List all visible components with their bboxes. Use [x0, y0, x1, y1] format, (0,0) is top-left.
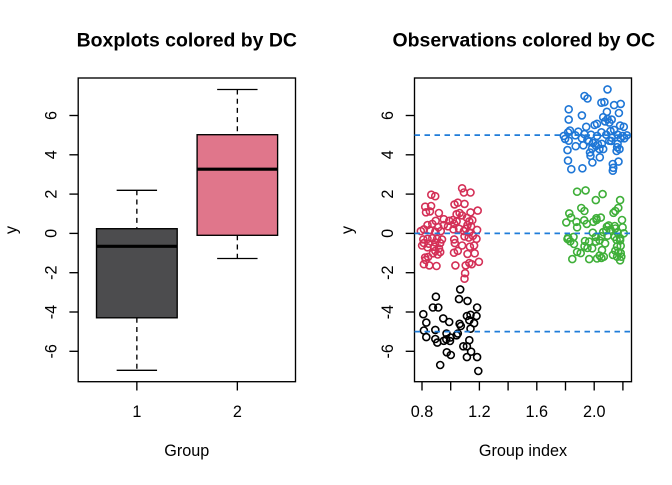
svg-text:-6: -6: [43, 344, 61, 358]
svg-text:y: y: [3, 225, 21, 234]
svg-text:2: 2: [233, 403, 242, 421]
svg-text:4: 4: [379, 150, 397, 159]
svg-text:1.6: 1.6: [526, 403, 549, 421]
svg-text:4: 4: [43, 150, 61, 159]
svg-text:Observations colored by OC: Observations colored by OC: [393, 30, 655, 52]
svg-text:0: 0: [379, 229, 397, 238]
svg-text:0: 0: [43, 229, 61, 238]
svg-text:-4: -4: [379, 305, 397, 319]
svg-text:-2: -2: [43, 265, 61, 279]
svg-text:2.0: 2.0: [583, 403, 606, 421]
svg-text:-6: -6: [379, 344, 397, 358]
svg-text:6: 6: [379, 111, 397, 120]
svg-text:1: 1: [132, 403, 141, 421]
svg-text:2: 2: [379, 190, 397, 199]
svg-text:Group: Group: [164, 442, 209, 460]
svg-text:0.8: 0.8: [411, 403, 434, 421]
svg-text:y: y: [339, 225, 357, 234]
svg-text:2: 2: [43, 190, 61, 199]
svg-text:6: 6: [43, 111, 61, 120]
svg-text:1.2: 1.2: [468, 403, 491, 421]
svg-text:Boxplots colored by DC: Boxplots colored by DC: [77, 30, 297, 52]
svg-text:Group index: Group index: [479, 442, 567, 460]
svg-text:-2: -2: [379, 265, 397, 279]
svg-text:-4: -4: [43, 305, 61, 319]
